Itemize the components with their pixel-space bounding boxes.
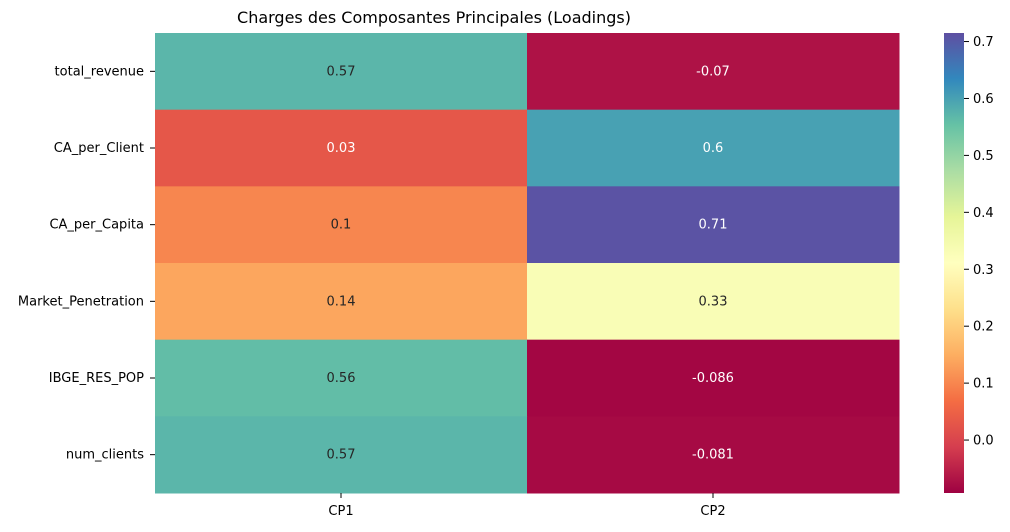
column-label: CP2 bbox=[700, 504, 725, 519]
colorbar-tick-label: 0.4 bbox=[973, 206, 994, 221]
colorbar-tick-label: 0.7 bbox=[973, 35, 994, 50]
row-label: Market_Penetration bbox=[18, 294, 144, 309]
column-label: CP1 bbox=[328, 504, 353, 519]
heatmap-cell bbox=[527, 263, 900, 341]
chart-title: Charges des Composantes Principales (Loa… bbox=[237, 8, 631, 27]
cell-value-label: 0.1 bbox=[331, 218, 352, 233]
row-label: total_revenue bbox=[55, 64, 144, 79]
cell-value-label: 0.57 bbox=[327, 64, 356, 79]
heatmap-cell bbox=[527, 33, 900, 111]
cell-value-label: 0.03 bbox=[327, 141, 356, 156]
cell-value-label: 0.6 bbox=[703, 141, 724, 156]
cell-value-label: 0.33 bbox=[699, 294, 728, 309]
heatmap-cells bbox=[155, 33, 900, 494]
heatmap-cell bbox=[155, 416, 528, 494]
colorbar: 0.0 0.1 0.2 0.3 0.4 0.5 0.6 0.7 bbox=[944, 33, 994, 493]
heatmap-cell bbox=[155, 33, 528, 111]
cell-value-label: 0.57 bbox=[327, 448, 356, 463]
cell-value-label: 0.71 bbox=[699, 218, 728, 233]
colorbar-tick-label: 0.0 bbox=[973, 434, 994, 449]
colorbar-tick-label: 0.6 bbox=[973, 92, 994, 107]
heatmap-cell bbox=[527, 416, 900, 494]
heatmap-cell bbox=[155, 263, 528, 341]
heatmap-cell bbox=[527, 109, 900, 187]
colorbar-tick-label: 0.3 bbox=[973, 263, 994, 278]
heatmap-cell-labels: 0.57 -0.07 0.03 0.6 0.1 0.71 0.14 0.33 0.56 -0.08… bbox=[327, 64, 734, 462]
heatmap-cell bbox=[527, 186, 900, 264]
cell-value-label: 0.56 bbox=[327, 371, 356, 386]
colorbar-tick-label: 0.5 bbox=[973, 149, 994, 164]
colorbar-tick-label: 0.2 bbox=[973, 320, 994, 335]
cell-value-label: 0.14 bbox=[327, 294, 356, 309]
cell-value-label: -0.07 bbox=[696, 64, 730, 79]
heatmap-cell bbox=[155, 339, 528, 417]
row-labels: total_revenue CA_per_Client CA_per_Capita M… bbox=[18, 64, 155, 463]
heatmap-cell bbox=[155, 109, 528, 187]
column-labels: CP1 CP2 bbox=[328, 493, 726, 519]
row-label: num_clients bbox=[66, 448, 144, 463]
heatmap-cell bbox=[155, 186, 528, 264]
row-label: CA_per_Capita bbox=[49, 218, 144, 233]
heatmap-cell bbox=[527, 339, 900, 417]
cell-value-label: -0.081 bbox=[692, 448, 734, 463]
row-label: CA_per_Client bbox=[54, 141, 144, 156]
colorbar-gradient bbox=[944, 33, 964, 493]
cell-value-label: -0.086 bbox=[692, 371, 734, 386]
colorbar-tick-label: 0.1 bbox=[973, 377, 994, 392]
row-label: IBGE_RES_POP bbox=[49, 371, 144, 386]
